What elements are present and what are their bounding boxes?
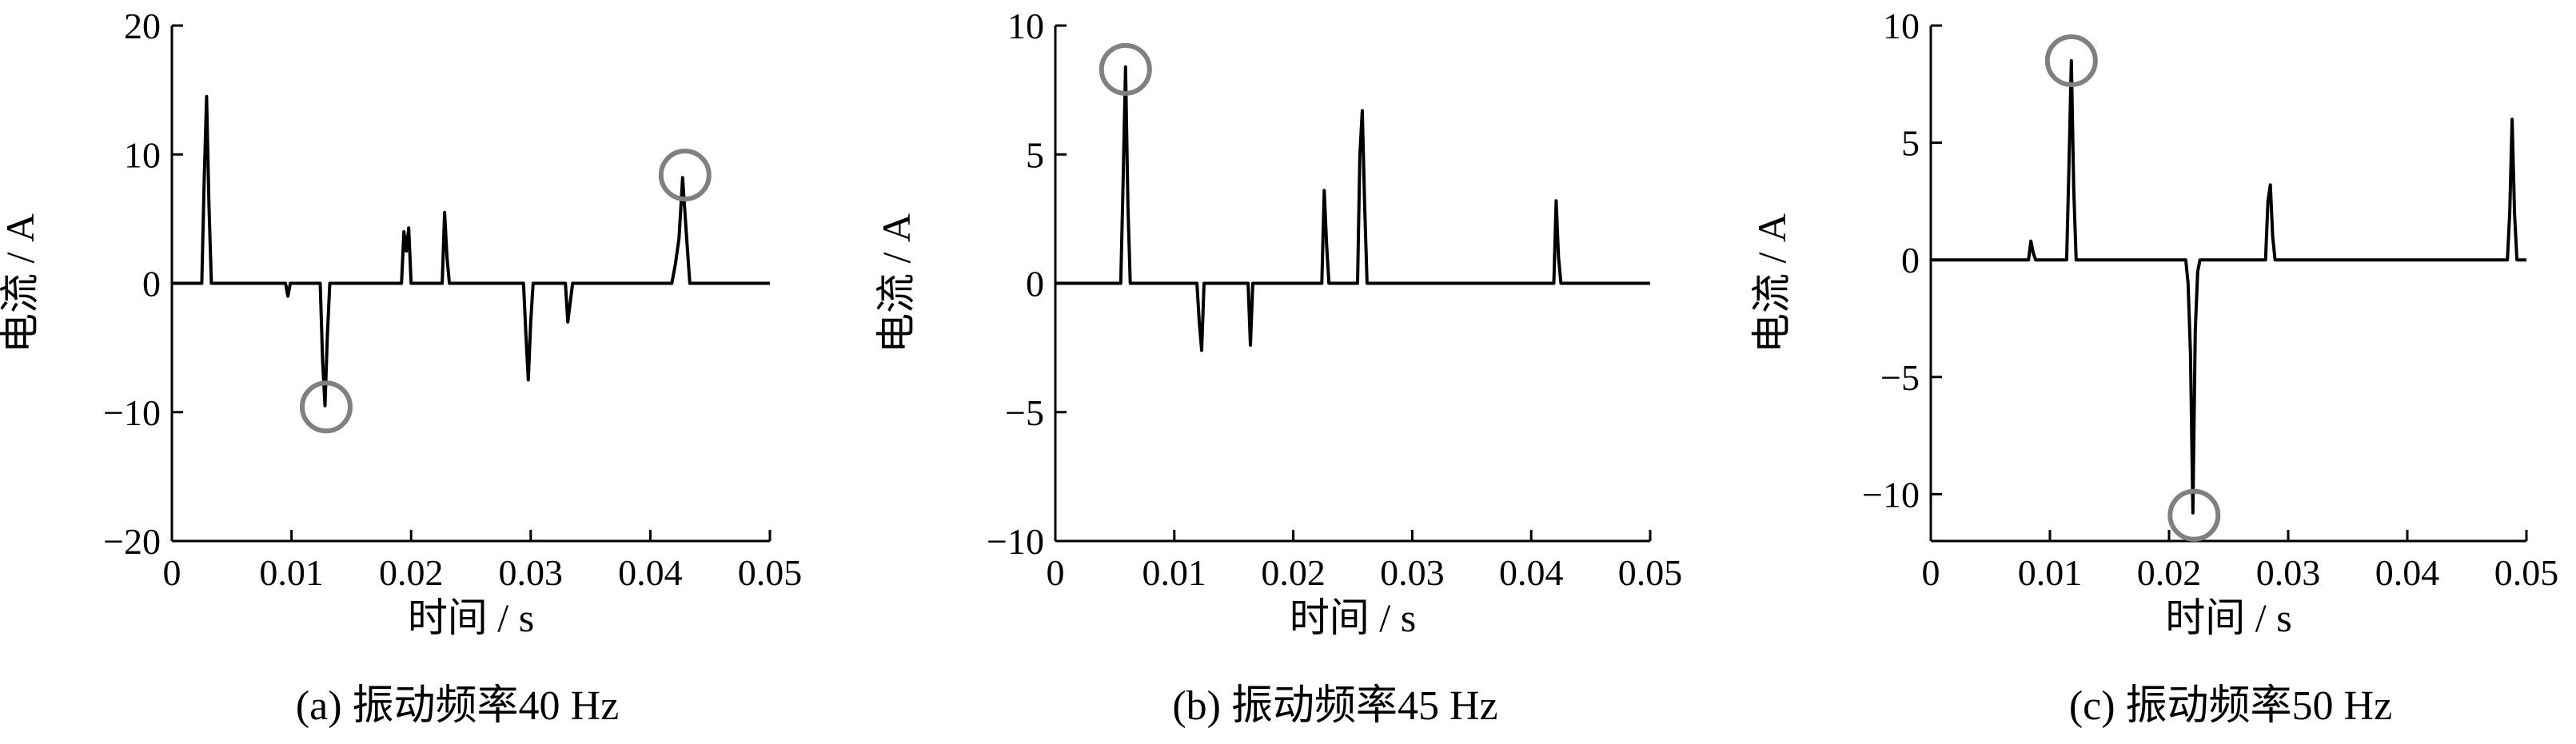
peak-circle-marker — [299, 380, 353, 434]
x-tick-label: 0.03 — [1380, 552, 1445, 593]
y-tick-label: 5 — [1026, 134, 1044, 175]
x-tick-label: 0 — [1922, 552, 1940, 593]
x-tick-label: 0.01 — [2018, 552, 2083, 593]
x-axis-title: 时间 / s — [408, 595, 534, 640]
chart-panel-0: 0 0.01 0.02 0.03 0.04 0.05 −20 −10 0 10 20 时间 / s 电流… — [0, 6, 802, 729]
y-tick-label: −10 — [987, 521, 1044, 562]
y-tick-label: 5 — [1901, 123, 1920, 164]
y-tick-label: 0 — [142, 264, 161, 304]
x-tick-label: 0.05 — [1618, 552, 1683, 593]
y-axis-title: 电流 / A — [0, 213, 42, 353]
x-tick-label: 0.02 — [379, 552, 444, 593]
data-series-line — [1931, 59, 2526, 515]
chart-panel-1: 0 0.01 0.02 0.03 0.04 0.05 −10 −5 0 5 10 时间 / s 电流 /… — [874, 6, 1682, 729]
data-series-line — [172, 94, 770, 408]
x-tick-label: 0.04 — [2375, 552, 2440, 593]
peak-circle-marker — [2167, 488, 2221, 542]
y-axis-title: 电流 / A — [1749, 213, 1794, 353]
x-tick-label: 0.03 — [499, 552, 564, 593]
peak-circle-marker — [2044, 34, 2098, 87]
x-tick-label: 0.02 — [2137, 552, 2202, 593]
x-tick-label: 0.04 — [1499, 552, 1564, 593]
peak-circle-marker — [1099, 42, 1152, 96]
panel-caption: (a) 振动频率40 Hz — [296, 683, 619, 729]
y-tick-label: 0 — [1901, 240, 1920, 280]
x-tick-label: 0.01 — [1142, 552, 1207, 593]
x-tick-label: 0.03 — [2256, 552, 2321, 593]
x-tick-label: 0.01 — [259, 552, 324, 593]
x-tick-label: 0 — [163, 552, 181, 593]
y-tick-label: 20 — [124, 6, 161, 46]
y-tick-label: −10 — [103, 392, 161, 433]
data-series-line — [1055, 65, 1650, 352]
x-axis-title: 时间 / s — [1290, 595, 1416, 640]
y-tick-label: −5 — [1005, 392, 1044, 433]
x-tick-label: 0.05 — [2494, 552, 2559, 593]
y-tick-label: 0 — [1026, 264, 1044, 304]
y-tick-label: −20 — [103, 521, 161, 562]
y-tick-label: 10 — [1007, 6, 1044, 46]
peak-circle-marker — [658, 149, 712, 202]
x-axis-title: 时间 / s — [2165, 595, 2291, 640]
x-tick-label: 0.04 — [618, 552, 683, 593]
panel-caption: (c) 振动频率50 Hz — [2069, 683, 2392, 729]
y-tick-label: −10 — [1862, 474, 1920, 515]
panel-caption: (b) 振动频率45 Hz — [1172, 683, 1497, 729]
chart-panel-2: 0 0.01 0.02 0.03 0.04 0.05 −10 −5 0 5 10 时间 / s 电流 /… — [1749, 6, 2558, 729]
x-tick-label: 0.05 — [738, 552, 803, 593]
x-tick-label: 0.02 — [1261, 552, 1326, 593]
y-tick-label: −5 — [1880, 357, 1920, 398]
y-axis-title: 电流 / A — [874, 213, 919, 353]
y-tick-label: 10 — [124, 134, 161, 175]
y-tick-label: 10 — [1883, 6, 1920, 46]
x-tick-label: 0 — [1047, 552, 1065, 593]
